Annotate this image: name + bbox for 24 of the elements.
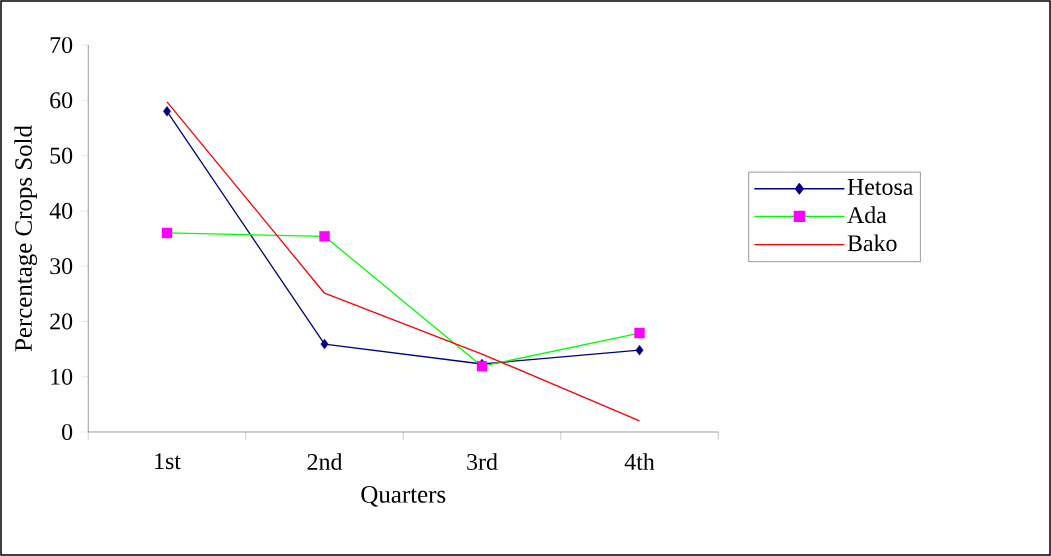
y-tick-label: 70 — [50, 36, 73, 54]
point — [161, 227, 173, 239]
x-tick-label: 4th — [624, 453, 655, 470]
y-tick-label: 10 — [51, 368, 73, 385]
x-tick-label: 2nd — [307, 453, 343, 470]
y-tick-label: 40 — [49, 202, 73, 219]
point — [634, 327, 645, 339]
y-tick-label: 30 — [50, 258, 73, 275]
x-axis-title: Quarters — [361, 486, 446, 507]
point — [320, 338, 329, 350]
legend-label: Hetosa — [847, 179, 914, 196]
y-tick-label: 60 — [50, 92, 73, 109]
legend-label: Ada — [847, 206, 887, 224]
legend-label: Bako — [847, 234, 897, 252]
y-tick-label: 20 — [50, 313, 73, 330]
y-tick-label: 0 — [62, 423, 73, 441]
x-tick-label: 1st — [155, 453, 181, 470]
y-axis-title: Percentage Crops Sold — [14, 125, 38, 352]
point — [635, 344, 644, 356]
line-series — [166, 101, 641, 422]
x-tick-label: 3rd — [467, 453, 498, 470]
point — [163, 106, 171, 117]
point — [319, 231, 330, 242]
y-tick-label: 50 — [50, 147, 73, 164]
